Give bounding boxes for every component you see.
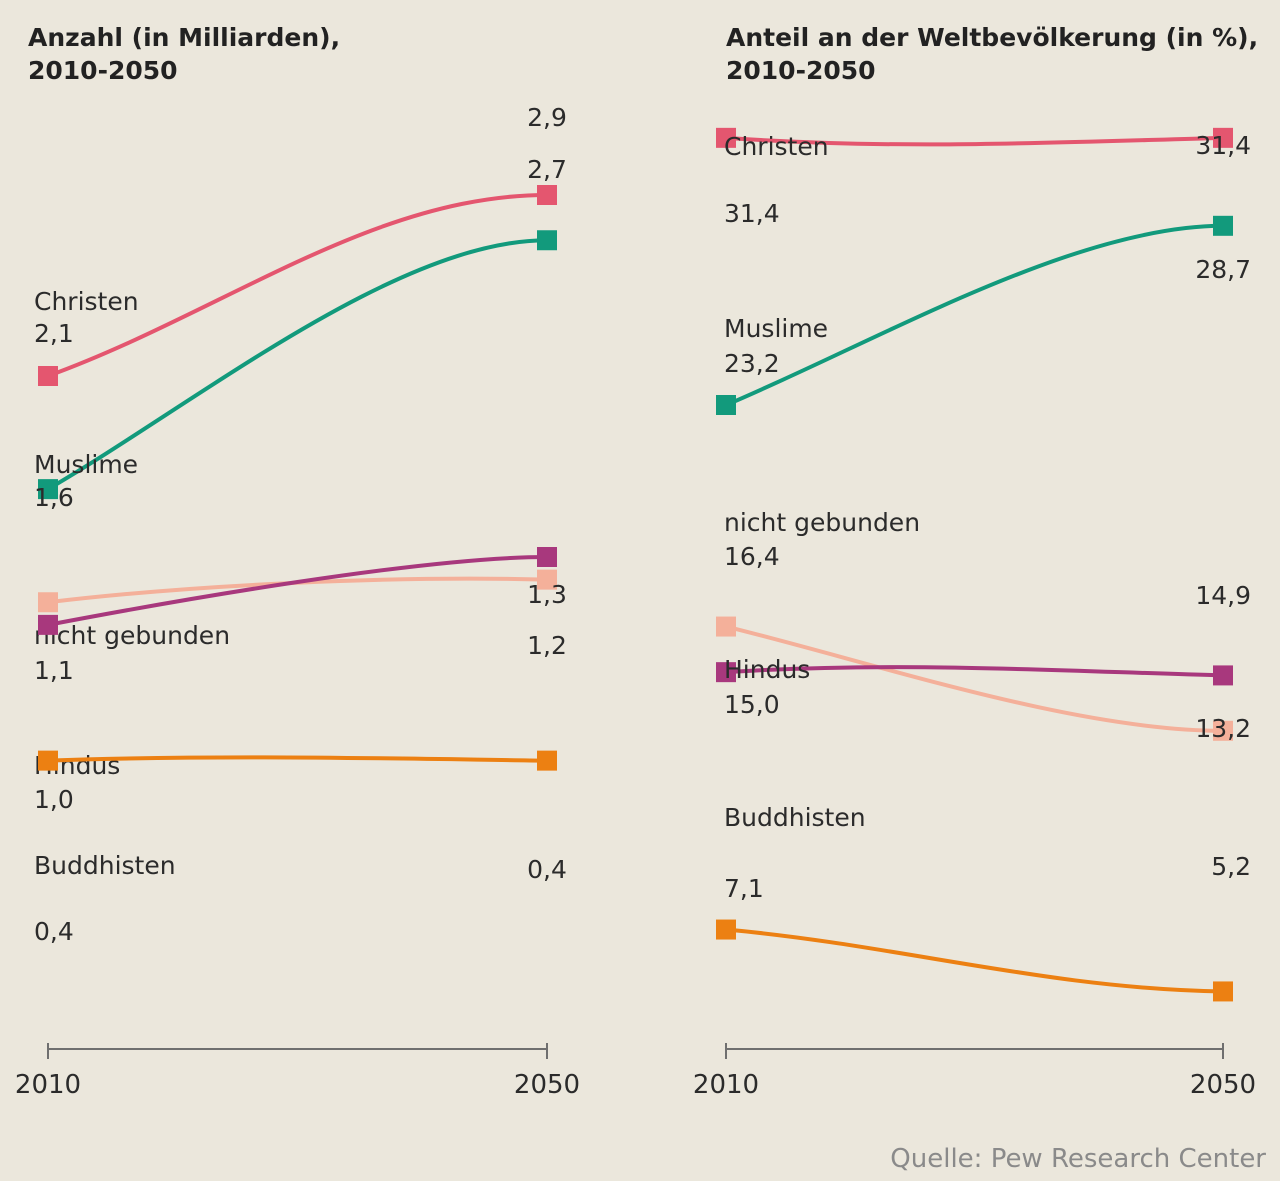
series-line-muslime xyxy=(46,238,549,492)
series-line-christen xyxy=(724,135,1225,147)
data-label-hindus-start: 1,0 xyxy=(34,785,74,814)
data-label-buddhisten-end: 5,2 xyxy=(1211,852,1251,881)
series-line-buddhisten xyxy=(46,755,549,763)
series-name-buddhisten: Buddhisten xyxy=(724,803,866,832)
x-tick-label: 2050 xyxy=(1190,1070,1256,1100)
series-line-buddhisten xyxy=(724,927,1225,994)
data-point-christen-2050 xyxy=(537,185,557,205)
data-point-hindus-2010 xyxy=(38,614,58,635)
data-label-muslime-start: 23,2 xyxy=(724,349,780,378)
data-point-muslime-2050 xyxy=(1213,215,1233,236)
series-name-muslime: Muslime xyxy=(34,450,138,479)
data-point-hindus-2050 xyxy=(537,547,557,567)
series-name-christen: Christen xyxy=(34,287,139,316)
data-point-hindus-2050 xyxy=(1213,665,1233,686)
data-point-buddhisten-2010 xyxy=(716,919,736,940)
data-label-hindus-end: 1,3 xyxy=(527,580,567,609)
data-label-hindus-start: 15,0 xyxy=(724,690,780,719)
data-label-buddhisten-start: 7,1 xyxy=(724,874,764,903)
data-label-christen-end: 31,4 xyxy=(1195,131,1251,160)
data-point-nicht-gebunden-2050 xyxy=(537,569,557,590)
series-name-muslime: Muslime xyxy=(724,314,828,343)
data-label-buddhisten-end: 0,4 xyxy=(527,855,567,884)
data-point-hindus-2010 xyxy=(716,662,736,683)
data-label-christen-end: 2,9 xyxy=(527,103,567,132)
series-line-muslime xyxy=(724,223,1225,407)
data-point-christen-2010 xyxy=(716,127,736,148)
data-label-nicht-gebunden-start: 1,1 xyxy=(34,656,74,685)
data-label-muslime-end: 28,7 xyxy=(1195,255,1251,284)
data-point-nicht-gebunden-2010 xyxy=(38,592,58,613)
x-tick-label: 2010 xyxy=(15,1070,81,1100)
data-point-buddhisten-2010 xyxy=(38,750,58,771)
series-line-hindus xyxy=(46,555,549,627)
data-label-hindus-end: 14,9 xyxy=(1195,581,1251,610)
series-line-christen xyxy=(46,193,549,378)
data-label-muslime-start: 1,6 xyxy=(34,483,74,512)
data-label-buddhisten-start: 0,4 xyxy=(34,917,74,946)
x-tick-label: 2010 xyxy=(693,1070,759,1100)
data-label-nicht-gebunden-start: 16,4 xyxy=(724,542,780,571)
source-note: Quelle: Pew Research Center xyxy=(890,1144,1266,1174)
chart-title-line: 2010-2050 xyxy=(28,56,178,85)
series-name-christen: Christen xyxy=(724,132,829,161)
data-label-muslime-end: 2,7 xyxy=(527,155,567,184)
data-point-muslime-2010 xyxy=(38,479,58,500)
series-line-hindus xyxy=(724,665,1225,678)
data-point-muslime-2010 xyxy=(716,395,736,415)
x-tick-label: 2050 xyxy=(514,1070,580,1100)
chart-title-line: Anzahl (in Milliarden), xyxy=(28,23,340,52)
data-point-buddhisten-2050 xyxy=(1213,981,1233,1002)
data-label-christen-start: 31,4 xyxy=(724,199,780,228)
series-name-nicht-gebunden: nicht gebunden xyxy=(34,621,230,650)
data-point-nicht-gebunden-2050 xyxy=(1213,720,1233,741)
data-point-buddhisten-2050 xyxy=(537,750,557,771)
panel-absolute-count: Anzahl (in Milliarden), 2010-2050 2010 2050… xyxy=(15,23,580,1100)
chart-title-line: Anteil an der Weltbevölkerung (in %), xyxy=(726,23,1258,52)
data-label-nicht-gebunden-end: 13,2 xyxy=(1195,714,1251,743)
panel-population-share: Anteil an der Weltbevölkerung (in %), 201… xyxy=(693,23,1258,1100)
series-name-nicht-gebunden: nicht gebunden xyxy=(724,508,920,537)
data-label-christen-start: 2,1 xyxy=(34,319,74,348)
series-name-hindus: Hindus xyxy=(724,655,810,684)
data-point-christen-2050 xyxy=(1213,127,1233,148)
data-point-muslime-2050 xyxy=(537,230,557,251)
data-point-christen-2010 xyxy=(38,366,58,386)
series-line-nicht-gebunden xyxy=(724,624,1225,733)
data-label-nicht-gebunden-end: 1,2 xyxy=(527,631,567,660)
chart-title-line: 2010-2050 xyxy=(726,56,876,85)
data-point-nicht-gebunden-2010 xyxy=(716,616,736,637)
series-name-buddhisten: Buddhisten xyxy=(34,851,176,880)
